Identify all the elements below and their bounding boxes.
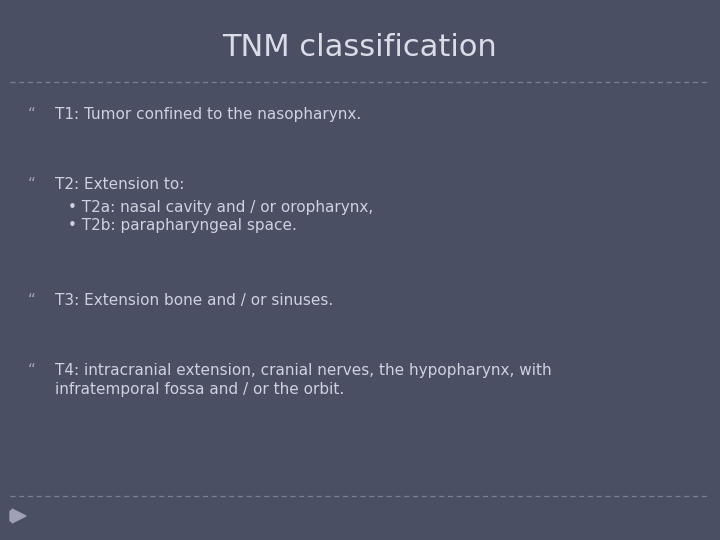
Text: “: “: [28, 107, 36, 122]
Text: “: “: [28, 293, 36, 308]
Text: T2: Extension to:: T2: Extension to:: [55, 177, 184, 192]
Text: “: “: [28, 177, 36, 192]
Text: • T2b: parapharyngeal space.: • T2b: parapharyngeal space.: [68, 218, 297, 233]
Text: T3: Extension bone and / or sinuses.: T3: Extension bone and / or sinuses.: [55, 293, 333, 308]
Text: T1: Tumor confined to the nasopharynx.: T1: Tumor confined to the nasopharynx.: [55, 107, 361, 122]
Text: “: “: [28, 363, 36, 378]
Text: TNM classification: TNM classification: [222, 33, 498, 63]
Text: • T2a: nasal cavity and / or oropharynx,: • T2a: nasal cavity and / or oropharynx,: [68, 200, 373, 215]
Text: T4: intracranial extension, cranial nerves, the hypopharynx, with
infratemporal : T4: intracranial extension, cranial nerv…: [55, 363, 552, 396]
FancyArrow shape: [10, 509, 26, 523]
